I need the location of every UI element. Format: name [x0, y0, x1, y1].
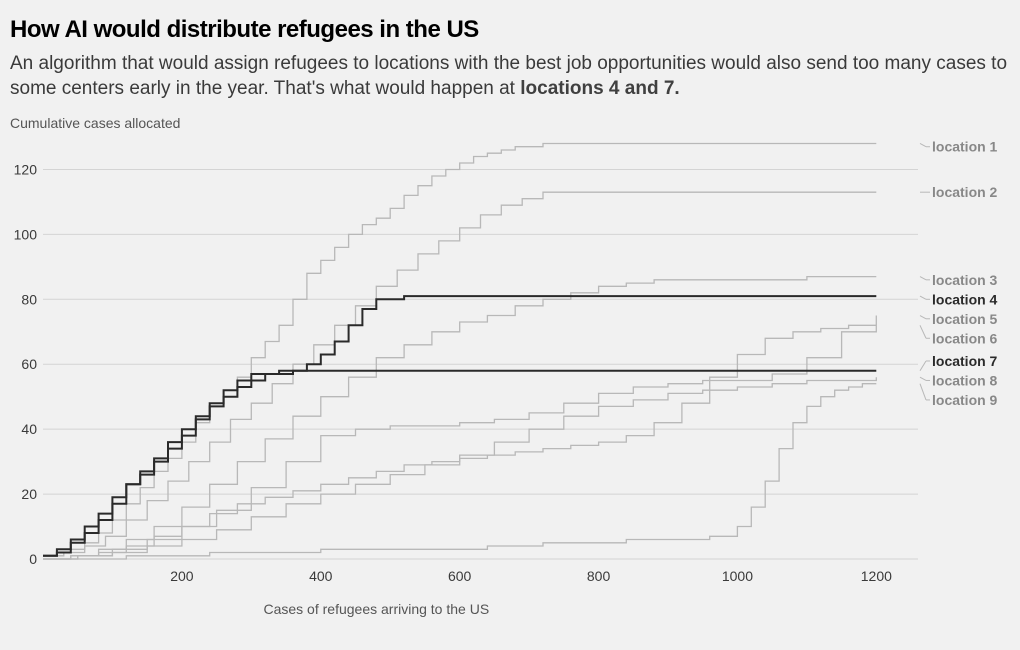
chart-container: How AI would distribute refugees in the … — [0, 0, 1020, 637]
svg-text:120: 120 — [14, 162, 38, 178]
svg-text:200: 200 — [170, 568, 194, 584]
chart-plot-area: 0 20 40 60 80 100 120 200 400 600 800 1000 1200 Cases… — [10, 137, 1010, 627]
svg-text:40: 40 — [21, 422, 37, 438]
svg-text:100: 100 — [14, 227, 38, 243]
svg-text:1200: 1200 — [861, 568, 892, 584]
svg-text:location 6: location 6 — [932, 331, 998, 347]
subtitle-text: An algorithm that would assign refugees … — [10, 53, 1007, 99]
svg-text:20: 20 — [21, 486, 37, 502]
svg-text:400: 400 — [309, 568, 333, 584]
chart-title: How AI would distribute refugees in the … — [10, 16, 1010, 44]
svg-text:Cases of refugees arriving to: Cases of refugees arriving to the US — [263, 601, 489, 617]
svg-text:location 7: location 7 — [932, 353, 998, 369]
svg-text:location 5: location 5 — [932, 311, 998, 327]
svg-text:location 9: location 9 — [932, 392, 998, 408]
svg-text:1000: 1000 — [722, 568, 753, 584]
chart-subtitle: An algorithm that would assign refugees … — [10, 52, 1010, 101]
svg-text:600: 600 — [448, 568, 472, 584]
svg-text:800: 800 — [587, 568, 611, 584]
subtitle-emphasis: locations 4 and 7. — [520, 78, 679, 99]
svg-text:location 1: location 1 — [932, 139, 998, 155]
svg-text:60: 60 — [21, 357, 37, 373]
chart-svg: 0 20 40 60 80 100 120 200 400 600 800 1000 1200 Cases… — [10, 137, 1010, 627]
svg-text:location 2: location 2 — [932, 185, 998, 201]
svg-text:0: 0 — [29, 551, 37, 567]
y-axis-label: Cumulative cases allocated — [10, 115, 1010, 131]
svg-text:location 8: location 8 — [932, 373, 998, 389]
svg-text:80: 80 — [21, 292, 37, 308]
svg-text:location 4: location 4 — [932, 292, 998, 308]
svg-text:location 3: location 3 — [932, 272, 998, 288]
